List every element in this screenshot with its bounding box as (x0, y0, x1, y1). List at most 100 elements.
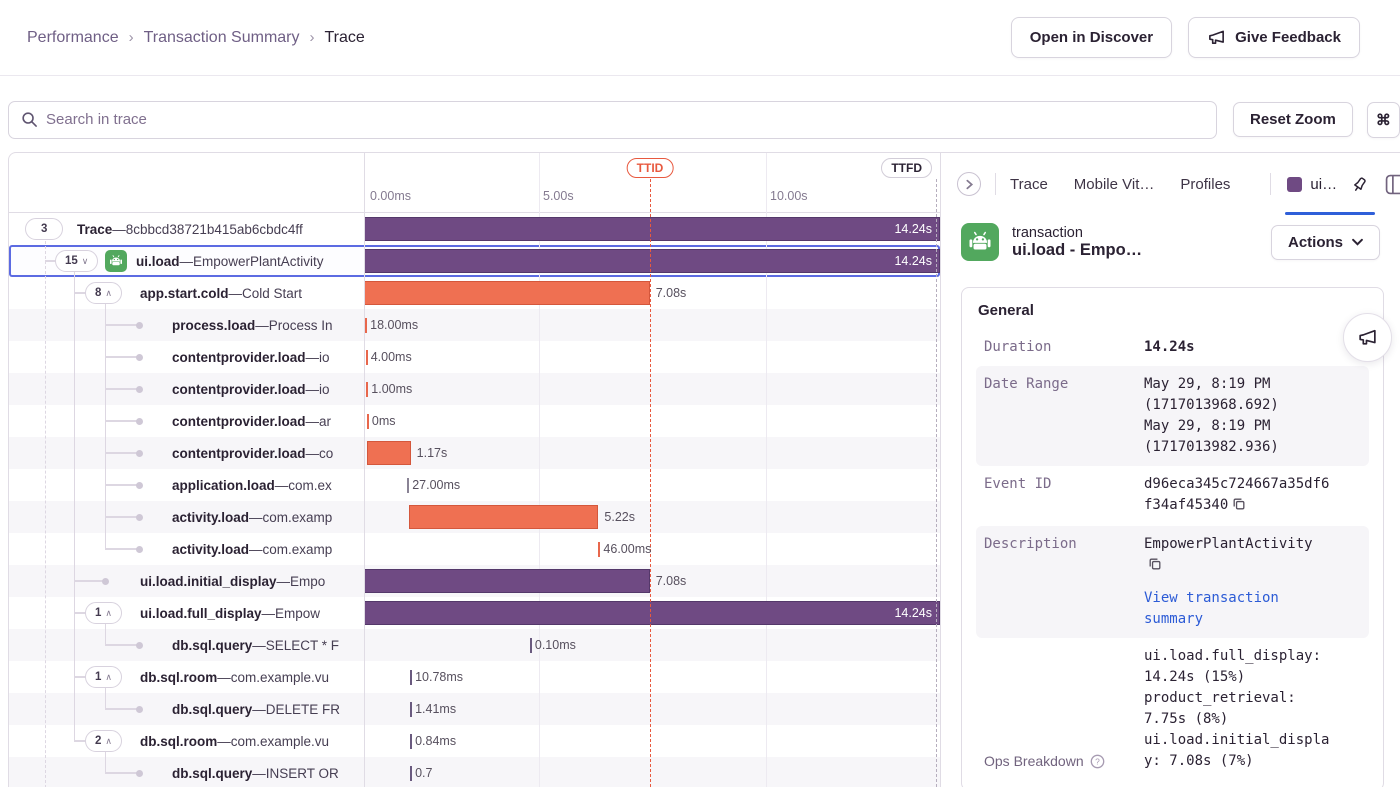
tree-connector-stub (74, 612, 87, 614)
tree-connector-stub (105, 644, 138, 646)
span-row[interactable]: 3 Trace — 8cbbcd38721b415ab6cbdc4ff 14.2… (9, 213, 940, 245)
span-row[interactable]: process.load — Process In 18.00ms (9, 309, 940, 341)
span-chart-cell: 7.08s (364, 565, 940, 597)
trace-detail-panel: Trace Mobile Vit… Profiles ui… (940, 153, 1400, 787)
span-duration-tick[interactable] (598, 542, 601, 557)
child-count-badge[interactable]: 2 ∧ (85, 730, 122, 752)
tab-trace[interactable]: Trace (1010, 175, 1048, 193)
command-key-icon: ⌘ (1375, 111, 1391, 129)
general-card: General Duration 14.24s Date Range May 2… (961, 287, 1384, 787)
tree-node-dot (136, 642, 143, 649)
span-label: contentprovider.load — io (172, 381, 330, 397)
span-duration-label: 4.00ms (370, 350, 412, 364)
axis-tick-5s: 5.00s (543, 189, 574, 203)
actions-button[interactable]: Actions (1270, 224, 1380, 260)
shortcut-button[interactable]: ⌘ (1366, 101, 1400, 138)
transaction-type-label: transaction (1012, 224, 1083, 241)
ttfd-badge[interactable]: TTFD (881, 158, 932, 178)
span-duration-bar[interactable]: 14.24s (364, 217, 940, 241)
span-duration-tick[interactable] (366, 414, 369, 429)
span-row[interactable]: contentprovider.load — co 1.17s (9, 437, 940, 469)
span-row[interactable]: contentprovider.load — io 4.00ms (9, 341, 940, 373)
child-count-badge[interactable]: 1 ∧ (85, 602, 122, 624)
tab-ui-load-active[interactable]: ui… (1285, 153, 1376, 215)
span-duration-label: 0.7 (415, 766, 433, 780)
span-row[interactable]: contentprovider.load — io 1.00ms (9, 373, 940, 405)
span-row[interactable]: db.sql.query — INSERT OR 0.7 (9, 757, 940, 787)
span-row[interactable]: 15 ∨ ui.load — EmpowerPlantActivity 14.24… (9, 245, 940, 277)
child-count-badge[interactable]: 15 ∨ (55, 250, 99, 272)
span-duration-label: 27.00ms (412, 478, 461, 492)
tab-mobile-vitals[interactable]: Mobile Vit… (1073, 175, 1155, 193)
child-count-badge[interactable]: 3 (25, 218, 64, 240)
span-row[interactable]: 2 ∧ db.sql.room — com.example.vu 0.84ms (9, 725, 940, 757)
tab-profiles[interactable]: Profiles (1180, 175, 1231, 193)
search-input[interactable] (46, 111, 1204, 128)
span-duration-label: 14.24s (894, 254, 932, 268)
span-row[interactable]: contentprovider.load — ar 0ms (9, 405, 940, 437)
span-duration-tick[interactable] (407, 478, 410, 493)
span-tree-cell: contentprovider.load — co (9, 437, 364, 469)
span-row[interactable]: db.sql.query — SELECT * F 0.10ms (9, 629, 940, 661)
span-duration-label: 14.24s (894, 606, 932, 620)
span-row[interactable]: activity.load — com.examp 46.00ms (9, 533, 940, 565)
help-icon[interactable]: ? (1090, 754, 1105, 769)
tree-connector-stub (105, 484, 138, 486)
child-count-badge[interactable]: 8 ∧ (85, 282, 122, 304)
span-label: ui.load.initial_display — Empo (140, 573, 326, 589)
span-row[interactable]: 1 ∧ ui.load.full_display — Empow 14.24s (9, 597, 940, 629)
span-duration-tick[interactable] (365, 318, 368, 333)
span-label: db.sql.query — DELETE FR (172, 701, 341, 717)
span-duration-tick[interactable] (410, 702, 413, 717)
span-duration-bar[interactable]: 14.24s (364, 249, 940, 273)
span-duration-bar[interactable] (408, 505, 599, 529)
ttfd-line (936, 179, 937, 787)
trace-view: 0.00ms 5.00s 10.00s TTID TTFD 3 Trace — … (8, 152, 1400, 787)
detail-tabs: Trace Mobile Vit… Profiles ui… (941, 153, 1400, 215)
tree-chart-divider[interactable] (364, 153, 365, 787)
collapse-panel-button[interactable] (957, 172, 981, 196)
copy-icon[interactable] (1232, 497, 1246, 518)
span-duration-bar[interactable] (364, 281, 650, 305)
android-icon (961, 223, 999, 261)
span-row[interactable]: activity.load — com.examp 5.22s (9, 501, 940, 533)
span-row[interactable]: ui.load.initial_display — Empo 7.08s (9, 565, 940, 597)
breadcrumb-performance[interactable]: Performance (27, 28, 119, 46)
span-row[interactable]: db.sql.query — DELETE FR 1.41ms (9, 693, 940, 725)
give-feedback-label: Give Feedback (1235, 29, 1341, 46)
span-duration-tick[interactable] (410, 734, 413, 749)
span-duration-tick[interactable] (366, 382, 369, 397)
span-duration-tick[interactable] (410, 670, 413, 685)
breadcrumb-transaction-summary[interactable]: Transaction Summary (143, 28, 300, 46)
span-duration-tick[interactable] (529, 638, 532, 653)
span-duration-bar[interactable] (366, 441, 411, 465)
span-duration-tick[interactable] (365, 350, 368, 365)
child-count-badge[interactable]: 1 ∧ (85, 666, 122, 688)
span-duration-bar[interactable]: 14.24s (364, 601, 940, 625)
transaction-color-swatch (1287, 176, 1303, 192)
span-row[interactable]: application.load — com.ex 27.00ms (9, 469, 940, 501)
span-chart-cell: 27.00ms (364, 469, 940, 501)
span-chart-cell: 10.78ms (364, 661, 940, 693)
pin-icon[interactable] (1351, 175, 1369, 193)
layout-left-icon[interactable] (1385, 174, 1400, 195)
copy-icon[interactable] (1148, 557, 1162, 578)
ttid-badge[interactable]: TTID (626, 158, 674, 178)
tree-node-dot (136, 322, 143, 329)
span-duration-bar[interactable] (364, 569, 650, 593)
span-row[interactable]: 8 ∧ app.start.cold — Cold Start 7.08s (9, 277, 940, 309)
span-tree-cell: contentprovider.load — io (9, 341, 364, 373)
reset-zoom-button[interactable]: Reset Zoom (1233, 102, 1353, 137)
span-label: app.start.cold — Cold Start (140, 285, 303, 301)
span-tree-cell: 1 ∧ db.sql.room — com.example.vu (9, 661, 364, 693)
view-transaction-summary-link[interactable]: View transaction summary (1144, 590, 1279, 627)
open-in-discover-button[interactable]: Open in Discover (1010, 17, 1173, 58)
span-duration-tick[interactable] (410, 766, 413, 781)
divider (995, 173, 996, 195)
give-feedback-button[interactable]: Give Feedback (1188, 17, 1360, 58)
ops-item: ui.load.full_display: 14.24s (15%) (1144, 648, 1322, 685)
span-row[interactable]: 1 ∧ db.sql.room — com.example.vu 10.78ms (9, 661, 940, 693)
feedback-float-button[interactable] (1343, 313, 1392, 362)
event-id-value: d96eca345c724667a35df6f34af45340 (1144, 474, 1330, 518)
search-box[interactable] (8, 100, 1217, 139)
